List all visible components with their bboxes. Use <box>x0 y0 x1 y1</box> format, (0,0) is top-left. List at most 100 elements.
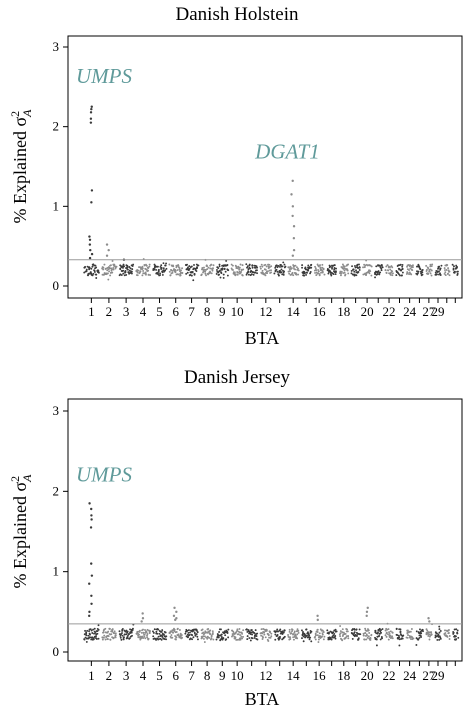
snp-point <box>128 269 131 272</box>
snp-point <box>139 270 142 273</box>
snp-point <box>438 625 441 628</box>
snp-point <box>301 629 303 632</box>
peak-point <box>88 614 91 618</box>
snp-point <box>224 270 227 273</box>
snp-point <box>319 264 322 267</box>
snp-point <box>308 266 311 269</box>
snp-point <box>245 263 248 266</box>
snp-point <box>391 266 394 269</box>
snp-point <box>395 628 398 630</box>
snp-point <box>367 635 370 638</box>
snp-point <box>436 270 439 273</box>
snp-point <box>260 634 263 637</box>
snp-point <box>370 634 373 637</box>
snp-point <box>456 270 459 273</box>
snp-point <box>197 638 199 641</box>
snp-point <box>341 631 344 634</box>
snp-point <box>246 635 249 638</box>
snp-point <box>457 636 460 639</box>
y-axis-label: % Explained σ2A <box>8 474 34 589</box>
snp-point <box>444 271 447 274</box>
snp-point <box>165 635 168 638</box>
snp-point <box>111 271 114 274</box>
snp-point <box>109 627 111 630</box>
snp-point <box>386 264 389 267</box>
snp-point <box>303 274 306 277</box>
snp-point <box>196 631 199 634</box>
x-tick-label: 14 <box>287 668 301 683</box>
snp-point <box>270 269 272 272</box>
peak-bta-6 <box>172 606 178 622</box>
snp-point <box>250 631 253 634</box>
snp-point <box>289 270 291 273</box>
peak-point <box>107 248 110 252</box>
snp-point <box>303 272 306 275</box>
snp-point <box>106 266 109 269</box>
snp-point <box>389 634 392 637</box>
snp-point <box>268 269 271 272</box>
snp-point <box>297 267 299 270</box>
snp-point <box>436 273 438 276</box>
snp-point <box>388 631 391 634</box>
snp-point <box>181 267 184 270</box>
snp-point <box>456 629 459 632</box>
snp-point <box>91 265 94 268</box>
snp-point <box>340 272 343 275</box>
snp-point <box>160 264 163 267</box>
peak-point <box>88 256 92 260</box>
peak-point <box>292 237 296 240</box>
snp-point <box>448 274 451 277</box>
snp-point <box>410 628 413 630</box>
snp-point <box>187 266 189 269</box>
snp-point <box>225 259 228 262</box>
snp-point <box>401 637 404 640</box>
snp-point <box>263 633 266 636</box>
snp-point <box>143 264 146 267</box>
snp-point <box>305 634 308 637</box>
snp-point <box>334 637 337 640</box>
snp-point <box>379 638 382 641</box>
snp-point <box>147 269 150 272</box>
snp-point <box>289 265 292 268</box>
snp-point <box>127 634 129 637</box>
snp-point <box>114 636 117 639</box>
snp-point <box>439 274 442 276</box>
snp-point <box>90 267 93 270</box>
snp-point <box>346 630 349 633</box>
snp-point <box>142 270 145 272</box>
snp-point <box>425 633 428 636</box>
peak-point <box>89 526 93 529</box>
snp-point <box>366 636 369 639</box>
snp-point <box>282 273 285 276</box>
snp-point <box>260 628 263 631</box>
snp-point <box>146 633 149 635</box>
snp-point <box>123 274 126 277</box>
snp-point <box>304 266 307 269</box>
x-tick-label: 20 <box>361 304 374 319</box>
snp-point <box>179 632 182 635</box>
snp-point <box>189 273 192 276</box>
snp-point <box>222 637 225 640</box>
snp-point <box>254 266 257 269</box>
snp-point <box>119 636 122 639</box>
snp-point <box>365 638 368 641</box>
snp-point <box>305 628 308 631</box>
snp-point <box>396 634 399 637</box>
snp-point <box>267 640 270 642</box>
snp-point <box>189 631 191 634</box>
snp-point <box>417 638 420 641</box>
x-tick-label: 20 <box>361 668 374 683</box>
snp-point <box>206 268 209 271</box>
snp-point <box>335 267 337 270</box>
snp-point <box>362 632 365 635</box>
snp-point <box>370 274 373 277</box>
snp-point <box>161 635 164 638</box>
snp-point <box>261 269 264 272</box>
snp-point <box>208 636 211 639</box>
snp-point <box>268 263 271 266</box>
snp-point <box>421 273 424 276</box>
snp-point <box>193 272 196 275</box>
snp-point <box>277 274 280 277</box>
peak-bta-4 <box>140 612 145 623</box>
